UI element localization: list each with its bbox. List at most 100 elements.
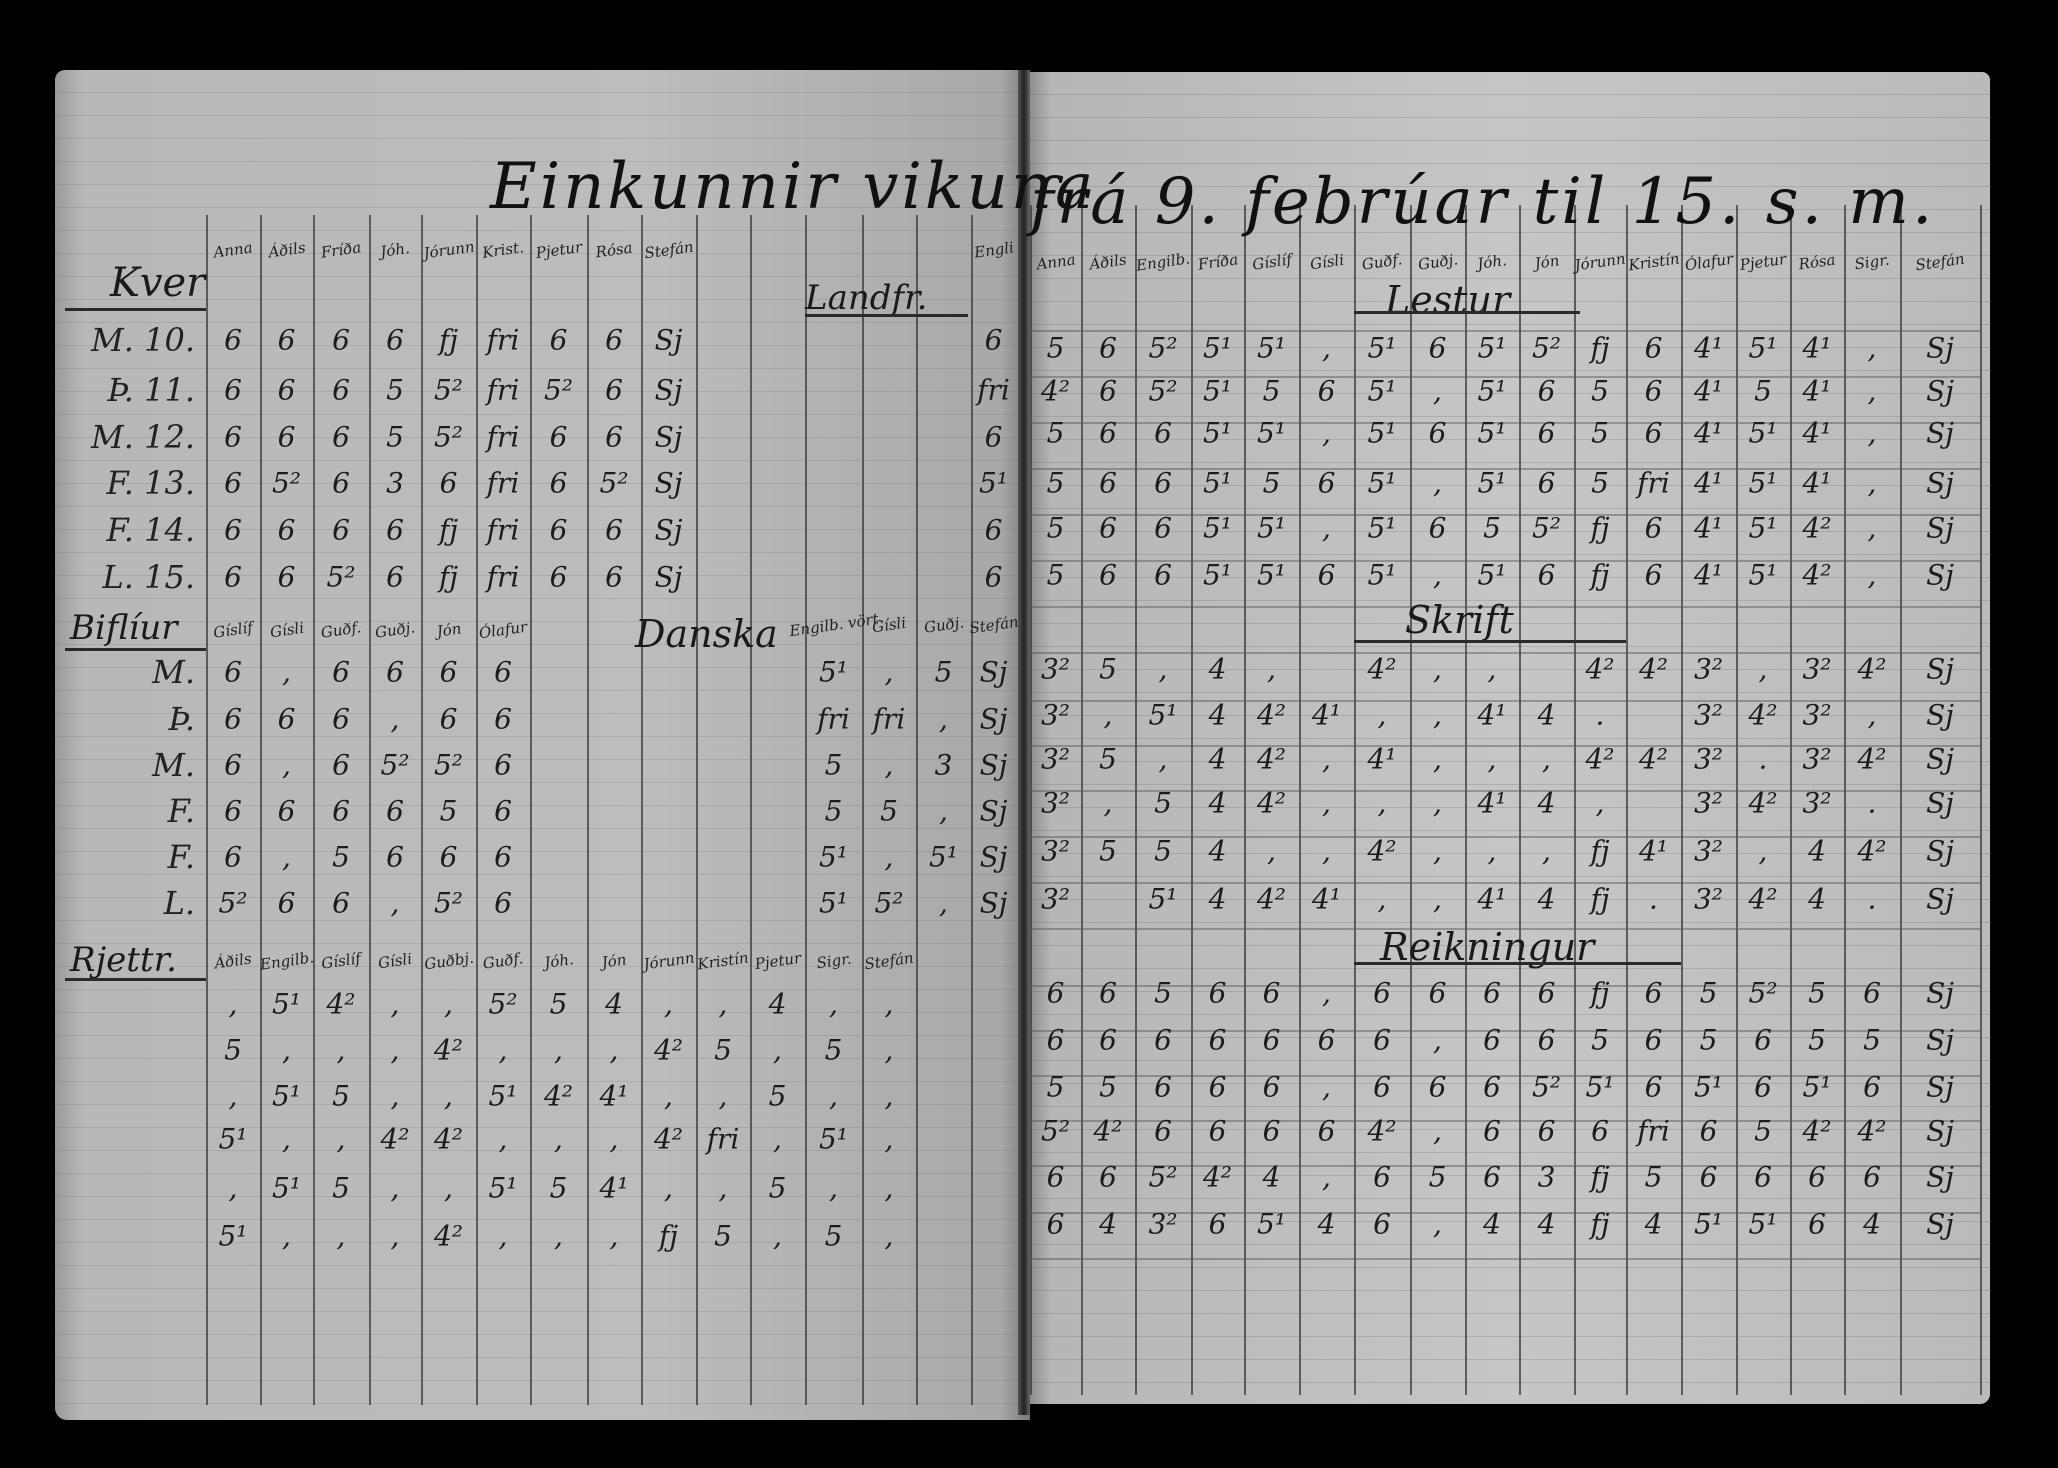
grade-cell: 5 [824, 794, 843, 828]
grade-cell: , [1433, 882, 1442, 916]
row-day-label: M. [152, 653, 195, 691]
grade-cell: 6 [494, 655, 512, 689]
column-rule [641, 215, 643, 1405]
grade-cell: 5¹ [1256, 511, 1287, 545]
grade-cell: fri [817, 702, 850, 736]
grade-cell: 5¹ [271, 987, 302, 1021]
grade-cell: 3² [1802, 652, 1832, 686]
grade-cell: , [282, 655, 291, 689]
grade-cell: 4¹ [1802, 331, 1832, 365]
grade-cell: 5² [326, 560, 356, 594]
grade-cell: Sj [1926, 698, 1954, 732]
grade-cell: , [1433, 742, 1442, 776]
grade-cell: 6 [1154, 1114, 1172, 1148]
grade-cell: 6 [549, 420, 568, 454]
grade-cell: 6 [1099, 416, 1117, 450]
row-day-label: L. 15. [102, 558, 195, 596]
section-label-skrift: Skrift [1405, 598, 1514, 642]
row-rule [1030, 882, 1980, 884]
grade-cell: 5 [1099, 742, 1117, 776]
grade-cell: Sj [654, 373, 683, 407]
grade-cell: 5¹ [818, 886, 849, 920]
grade-cell: 5² [1148, 1160, 1178, 1194]
grade-cell: 4 [1808, 882, 1826, 916]
grade-cell: Sj [1926, 976, 1954, 1010]
grade-cell: 4¹ [1693, 511, 1724, 545]
column-rule [530, 215, 532, 1405]
grade-cell: 6 [439, 702, 458, 736]
grade-cell: 4 [1537, 1207, 1556, 1241]
grade-cell: 6 [1428, 511, 1447, 545]
grade-cell: 4² [326, 987, 356, 1021]
grade-cell: , [390, 1171, 400, 1205]
grade-cell: Sj [654, 466, 683, 500]
grade-cell: 6 [224, 794, 242, 828]
grade-cell: 6 [1262, 976, 1281, 1010]
grade-cell: , [1322, 976, 1331, 1010]
grade-cell: , [1322, 416, 1331, 450]
grade-cell: , [884, 655, 894, 689]
grade-cell: Sj [654, 420, 683, 454]
grade-cell: , [939, 794, 948, 828]
column-rule [916, 215, 918, 1405]
grade-cell: 5¹ [218, 1219, 248, 1253]
grade-cell: Sj [979, 886, 1008, 920]
grade-cell: 4² [1256, 882, 1287, 916]
grade-cell: 4² [380, 1122, 410, 1156]
grade-cell: 5¹ [1367, 331, 1397, 365]
column-rule [750, 215, 752, 1405]
grade-cell: 5 [386, 420, 404, 454]
grade-cell: 5 [332, 1079, 350, 1113]
grade-cell: 5¹ [1585, 1070, 1615, 1104]
grade-cell: , [664, 987, 673, 1021]
column-rule [1626, 205, 1628, 1395]
grade-cell: 5² [380, 748, 410, 782]
grade-cell: , [1487, 652, 1497, 686]
grade-cell: Sj [979, 655, 1008, 689]
grade-cell: 6 [332, 420, 350, 454]
grade-cell: 5¹ [1148, 882, 1178, 916]
grade-cell: fj [1590, 834, 1610, 868]
grade-cell: 5¹ [1477, 374, 1507, 408]
grade-cell: , [444, 1079, 453, 1113]
grade-cell: 6 [1154, 416, 1172, 450]
grade-cell: , [1867, 511, 1877, 545]
grade-cell: , [554, 1219, 563, 1253]
column-rule [1191, 205, 1193, 1395]
grade-cell: , [282, 840, 291, 874]
grade-cell: 6 [1154, 558, 1172, 592]
right-page [1022, 72, 1990, 1404]
grade-cell: 3² [1040, 834, 1071, 868]
grade-cell: , [1433, 466, 1442, 500]
grade-cell: , [444, 987, 453, 1021]
grade-cell: , [1595, 786, 1605, 820]
grade-cell: 6 [224, 560, 242, 594]
grade-cell: 5¹ [1202, 466, 1233, 500]
row-rule [1030, 928, 1980, 930]
grade-cell: 5¹ [1202, 511, 1233, 545]
grade-cell: 5¹ [271, 1171, 302, 1205]
grade-cell: 5¹ [1748, 558, 1778, 592]
grade-cell: 6 [1317, 374, 1336, 408]
grade-cell: 4 [1099, 1207, 1117, 1241]
grade-cell: 5 [386, 373, 404, 407]
grade-cell: , [1267, 834, 1276, 868]
grade-cell: 4² [1802, 511, 1832, 545]
grade-cell: 5 [1262, 374, 1281, 408]
grade-cell: 6 [549, 323, 568, 357]
grade-cell: , [228, 1171, 238, 1205]
grade-cell: , [1322, 1070, 1331, 1104]
grade-cell: 4² [653, 1122, 684, 1156]
grade-cell: 6 [1754, 1160, 1772, 1194]
grade-cell: , [1322, 1160, 1331, 1194]
grade-cell: , [1542, 834, 1551, 868]
grade-cell: 4 [1537, 786, 1556, 820]
grade-cell: 5¹ [1148, 698, 1178, 732]
grade-cell: 6 [1208, 976, 1227, 1010]
grade-cell: 6 [1428, 331, 1447, 365]
grade-cell: , [884, 1219, 894, 1253]
column-rule [313, 215, 315, 1405]
grade-cell: , [773, 1122, 782, 1156]
column-rule [805, 215, 807, 1405]
grade-cell: 4 [605, 987, 623, 1021]
